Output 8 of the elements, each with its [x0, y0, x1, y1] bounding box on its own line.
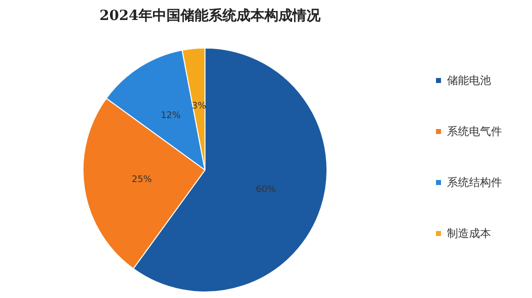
- legend-label: 储能电池: [447, 74, 491, 87]
- data-label: 12%: [160, 110, 182, 121]
- legend-label: 系统结构件: [447, 176, 502, 189]
- chart-title: 2024年中国储能系统成本构成情况: [100, 7, 322, 24]
- data-label: 60%: [256, 184, 276, 195]
- legend-label: 制造成本: [447, 227, 491, 240]
- data-label: 25%: [132, 175, 152, 186]
- legend-label: 系统电气件: [447, 125, 502, 138]
